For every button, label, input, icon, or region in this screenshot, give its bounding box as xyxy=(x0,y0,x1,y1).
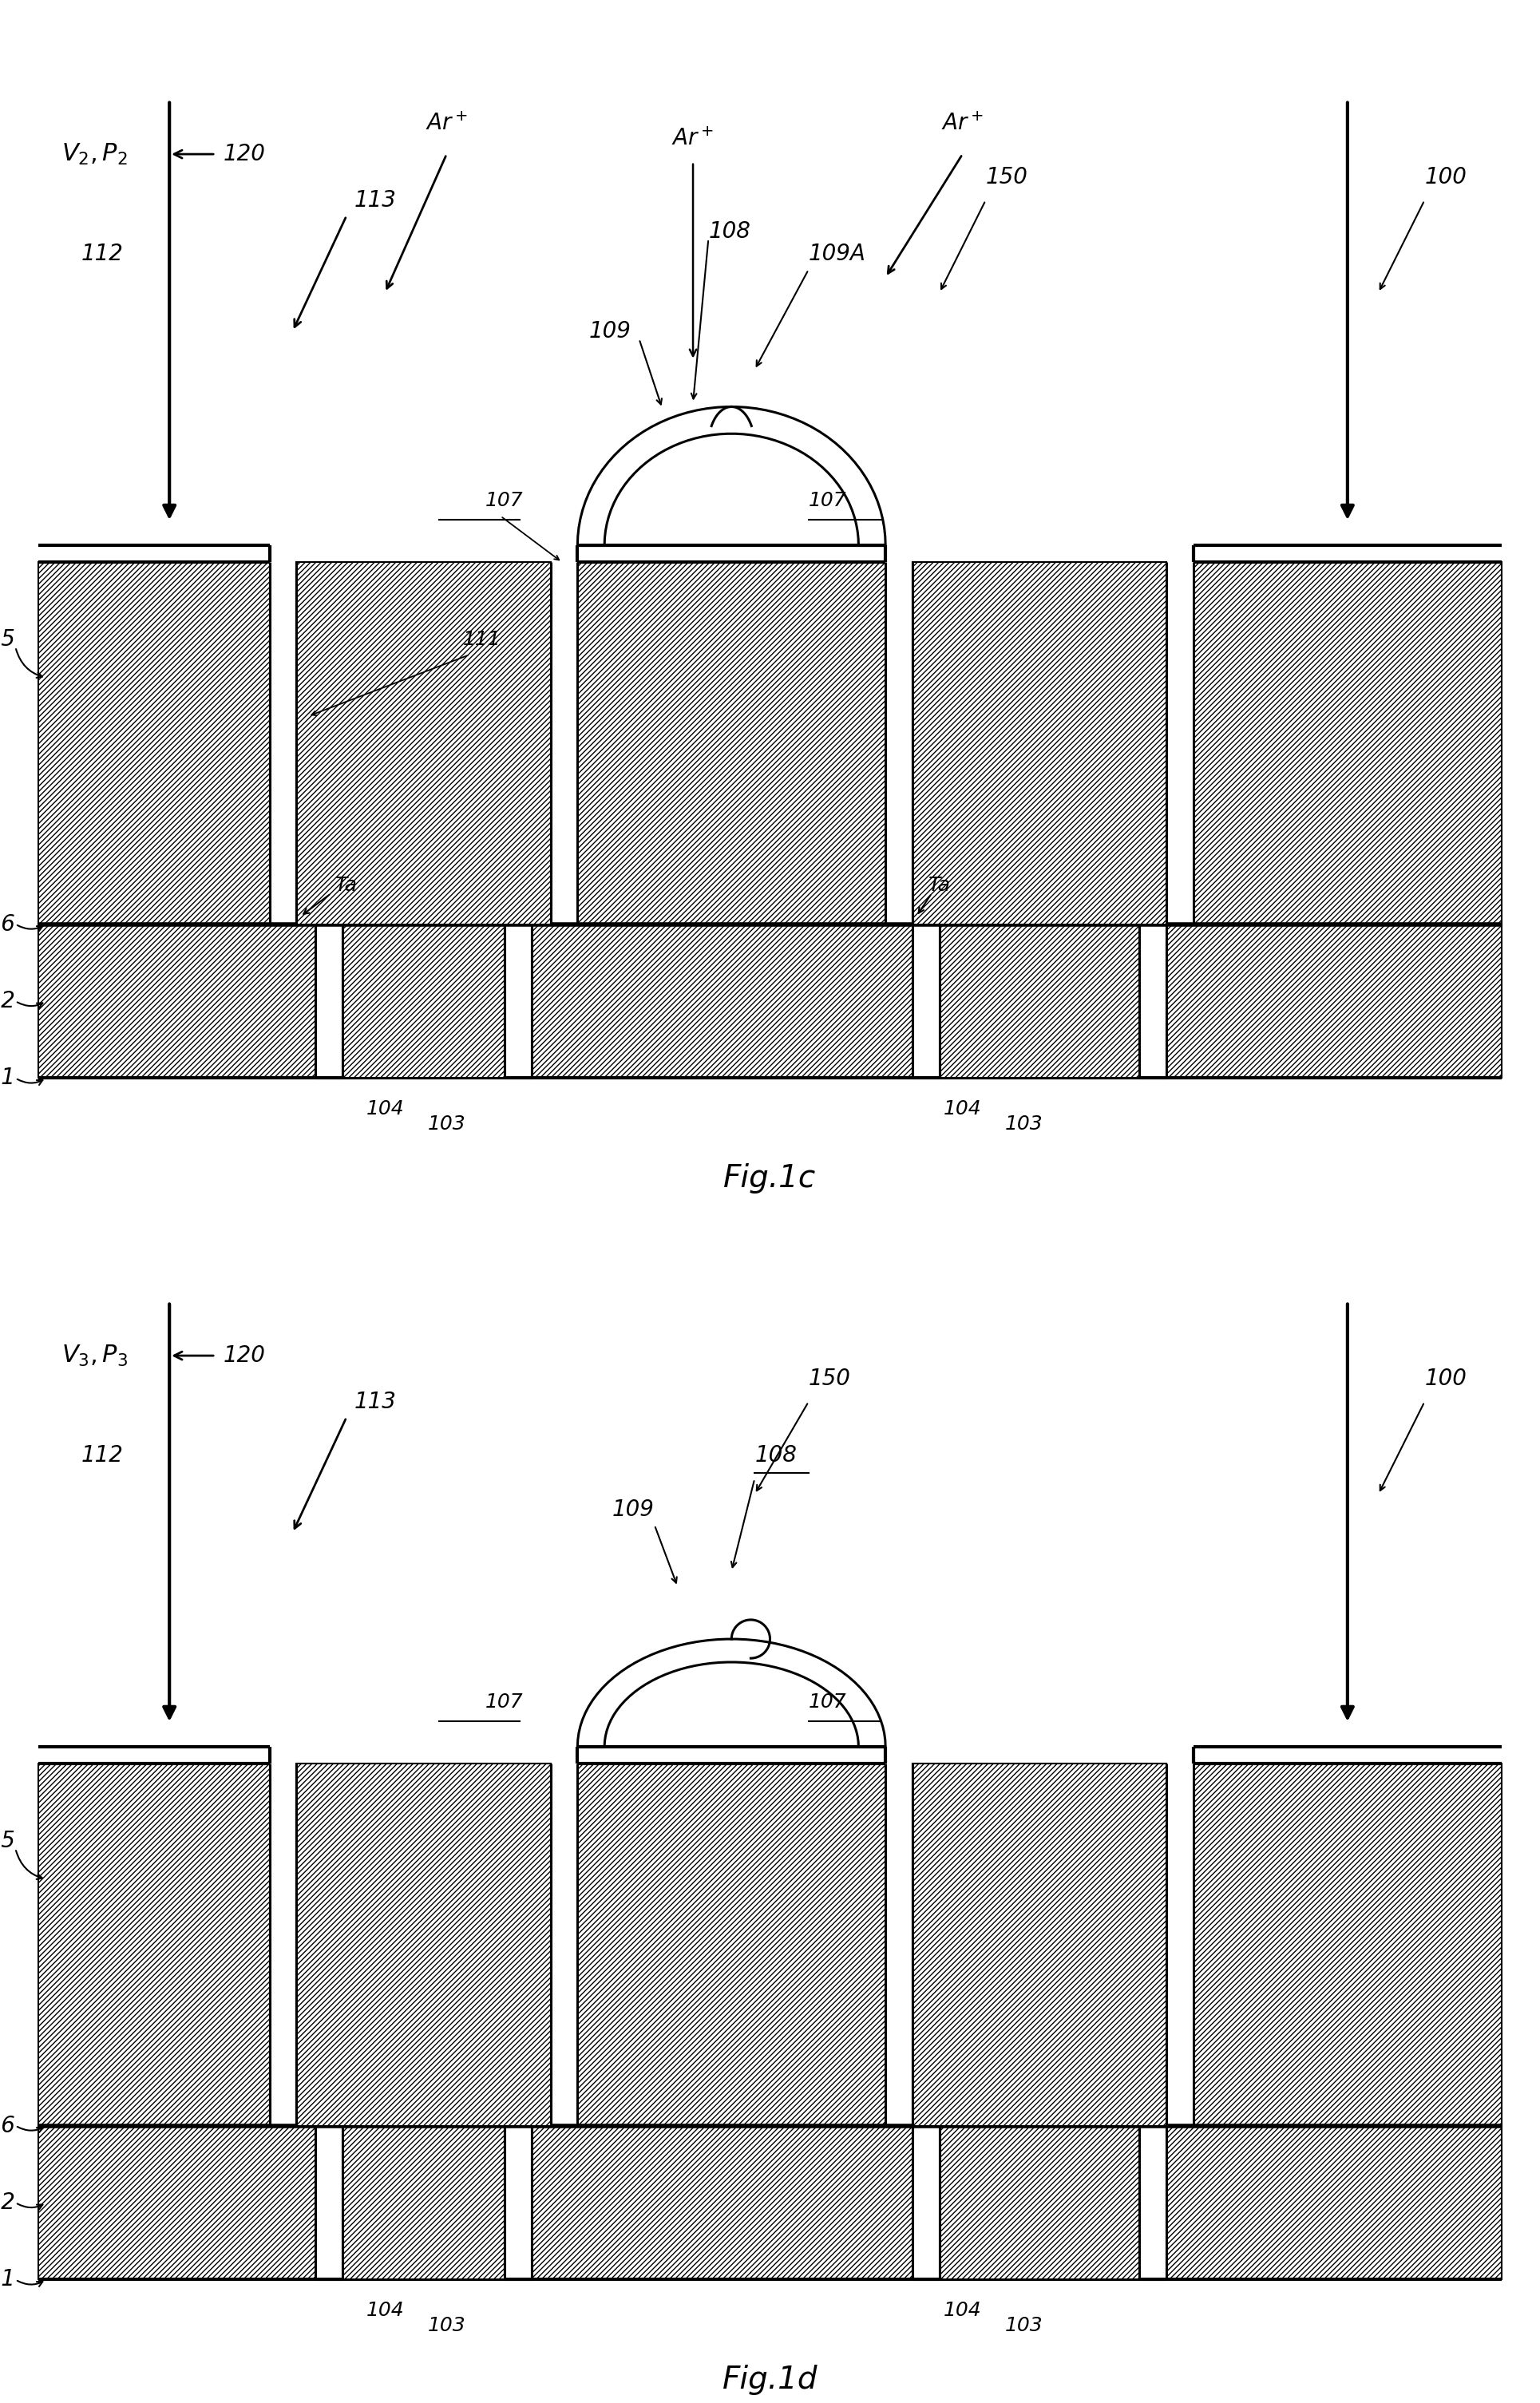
Text: 107: 107 xyxy=(809,1692,847,1711)
Bar xyxy=(1167,925,1502,1079)
Bar xyxy=(297,562,551,925)
Text: 103: 103 xyxy=(1006,2316,1043,2336)
Text: 105: 105 xyxy=(0,1829,15,1853)
Bar xyxy=(939,2127,1140,2280)
Text: 103: 103 xyxy=(1006,1115,1043,1134)
Text: 100: 100 xyxy=(1425,1367,1466,1389)
Bar xyxy=(343,925,504,1079)
Bar xyxy=(38,1764,270,2127)
Bar xyxy=(531,925,912,1079)
Text: 109A: 109A xyxy=(809,243,865,264)
Text: 150: 150 xyxy=(986,166,1027,187)
Text: 120: 120 xyxy=(223,142,265,166)
Text: 111: 111 xyxy=(462,630,500,649)
Text: 120: 120 xyxy=(223,1343,265,1367)
Bar xyxy=(1167,2127,1502,2280)
Bar xyxy=(886,562,1194,925)
Text: Fig.1d: Fig.1d xyxy=(722,2365,818,2396)
Bar xyxy=(343,2127,504,2280)
Bar xyxy=(578,562,886,925)
Text: $Ar^+$: $Ar^+$ xyxy=(941,113,984,135)
Text: 105: 105 xyxy=(0,627,15,651)
Text: 107: 107 xyxy=(809,490,847,509)
Text: 107: 107 xyxy=(485,1692,524,1711)
Text: Fig.1c: Fig.1c xyxy=(724,1163,816,1194)
Text: 150: 150 xyxy=(809,1367,850,1389)
Bar xyxy=(38,2127,316,2280)
Text: 112: 112 xyxy=(82,243,123,264)
Text: 108: 108 xyxy=(708,221,750,243)
Text: Ta: Ta xyxy=(336,877,357,896)
Text: 104: 104 xyxy=(367,1098,403,1117)
Bar xyxy=(297,562,551,925)
Text: 108: 108 xyxy=(755,1444,796,1466)
Text: 102: 102 xyxy=(0,2192,15,2213)
Text: $Ar^+$: $Ar^+$ xyxy=(671,127,715,149)
Text: 109: 109 xyxy=(590,320,631,341)
Bar xyxy=(38,562,270,925)
Text: 113: 113 xyxy=(354,1391,396,1413)
Text: 113: 113 xyxy=(354,190,396,211)
Bar xyxy=(912,562,1167,925)
Text: 104: 104 xyxy=(944,1098,981,1117)
Bar xyxy=(886,1764,1194,2127)
Bar xyxy=(297,1764,551,2127)
Text: 103: 103 xyxy=(428,2316,465,2336)
Text: 109: 109 xyxy=(613,1499,655,1521)
Bar xyxy=(578,1764,886,2127)
Text: 102: 102 xyxy=(0,990,15,1012)
Text: 107: 107 xyxy=(485,490,524,509)
Text: 101: 101 xyxy=(0,2268,15,2290)
Bar xyxy=(912,1764,1167,2127)
Text: 103: 103 xyxy=(428,1115,465,1134)
Text: $V_3,P_3$: $V_3,P_3$ xyxy=(62,1343,128,1367)
Bar xyxy=(270,562,578,925)
Bar xyxy=(38,925,316,1079)
Bar xyxy=(1194,1764,1502,2127)
Text: 100: 100 xyxy=(1425,166,1466,187)
Text: $V_2,P_2$: $V_2,P_2$ xyxy=(62,142,128,166)
Bar xyxy=(939,925,1140,1079)
Bar xyxy=(297,1764,551,2127)
Text: 112: 112 xyxy=(82,1444,123,1466)
Text: 106: 106 xyxy=(0,2115,15,2136)
Bar xyxy=(912,1764,1167,2127)
Text: 106: 106 xyxy=(0,913,15,935)
Text: 104: 104 xyxy=(944,2300,981,2319)
Text: 101: 101 xyxy=(0,1067,15,1089)
Bar xyxy=(912,562,1167,925)
Bar xyxy=(531,2127,912,2280)
Text: Ta: Ta xyxy=(929,877,950,896)
Bar xyxy=(270,1764,578,2127)
Text: 104: 104 xyxy=(367,2300,403,2319)
Text: $Ar^+$: $Ar^+$ xyxy=(425,113,468,135)
Bar xyxy=(1194,562,1502,925)
